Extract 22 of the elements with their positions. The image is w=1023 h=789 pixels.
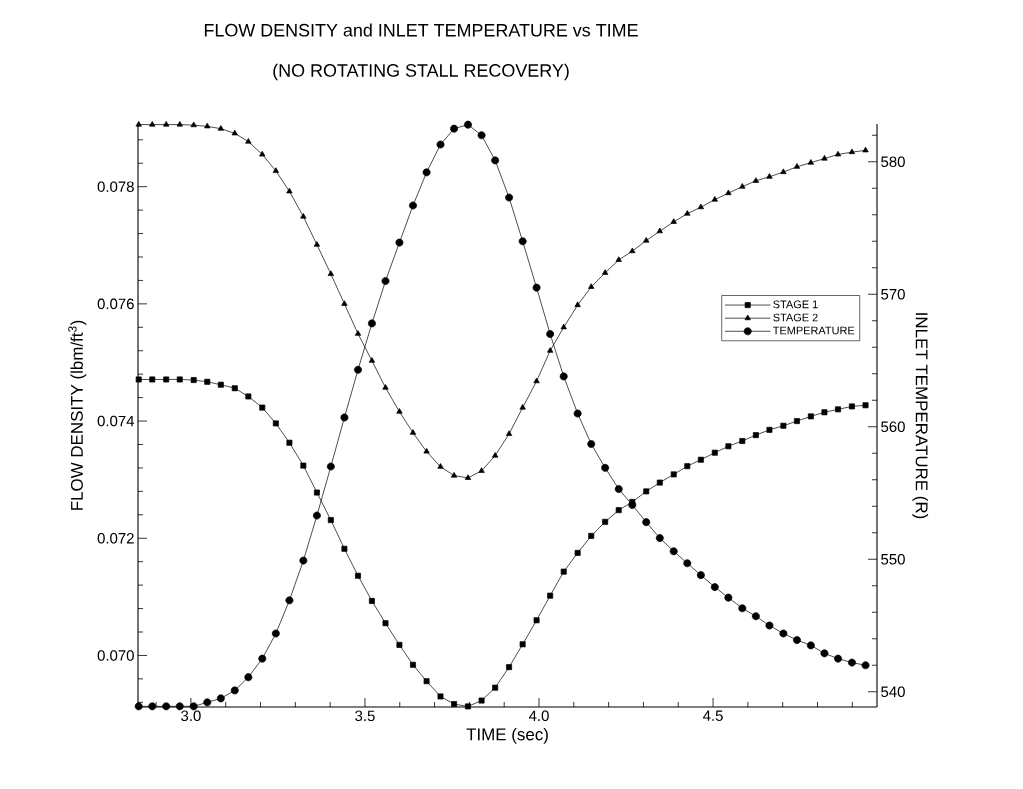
x-axis-title: TIME (sec) [466,727,548,744]
y2-tick-label: 570 [881,288,905,300]
y-tick-label: 0.072 [97,532,134,544]
x-tick-label: 3.5 [355,710,375,722]
y-tick-label: 0.074 [97,415,135,427]
x-tick-label: 4.5 [703,710,723,721]
chart-title: FLOW DENSITY and INLET TEMPERATURE vs TIME [204,23,638,37]
legend-label: STAGE 2 [773,313,818,322]
legend-label: TEMPERATURE [772,326,855,335]
chart-subtitle: (NO ROTATING STALL RECOVERY) [273,63,569,81]
y-axis-title: FLOW DENSITY (lbm/ft$^{3}$) [68,320,87,510]
y2-tick-label: 560 [881,421,905,433]
legend-label: STAGE 1 [773,300,818,309]
y-tick-label: 0.078 [97,181,134,192]
y-tick-label: 0.076 [97,298,134,310]
x-tick-label: 3.0 [181,710,201,722]
y2-axis-title: INLET TEMPERATURE (R) [912,313,929,519]
x-tick-label: 4.0 [528,710,549,722]
y2-tick-label: 550 [881,553,905,565]
y-tick-label: 0.070 [97,650,134,661]
y2-tick-label: 540 [881,686,905,698]
y2-tick-label: 580 [881,156,905,168]
